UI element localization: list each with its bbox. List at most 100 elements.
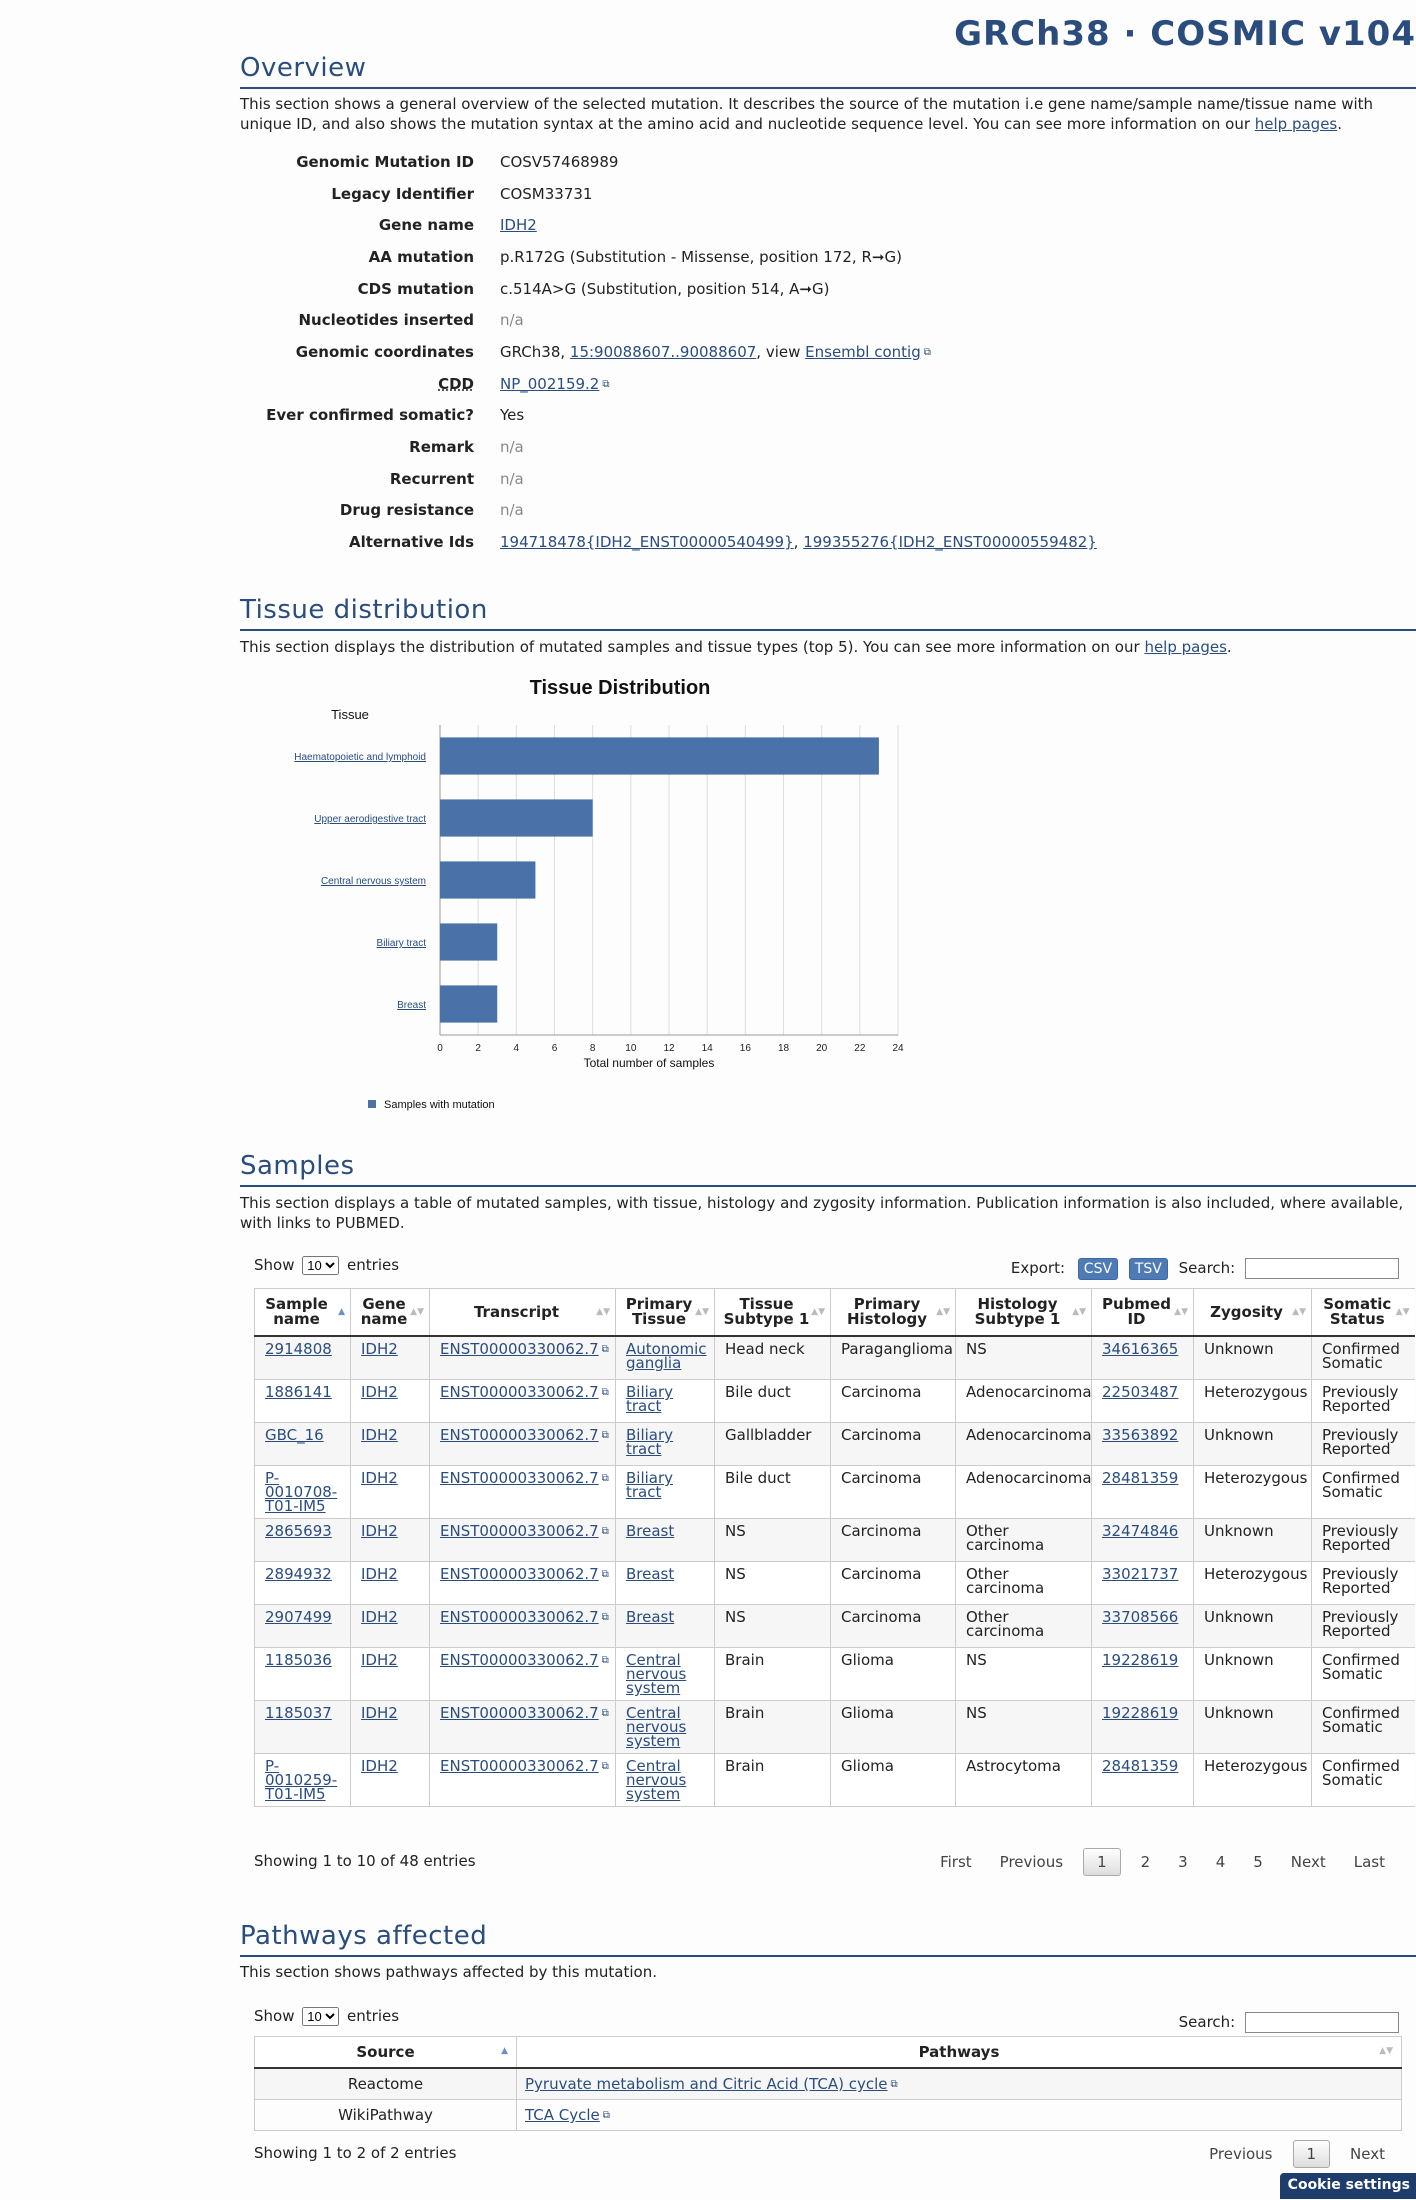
column-header-pubmed-id[interactable]: Pubmed ID ▲▼	[1091, 1288, 1194, 1337]
tissue-link[interactable]: Central nervous system	[626, 1757, 687, 1803]
sample-link[interactable]: 1886141	[265, 1383, 332, 1401]
column-header-transcript[interactable]: Transcript ▲▼	[429, 1288, 616, 1337]
chart-bar	[440, 737, 879, 775]
tissue-link[interactable]: Biliary tract	[626, 1383, 674, 1415]
pager-first[interactable]: First	[940, 1853, 972, 1871]
transcript-link[interactable]: ENST00000330062.7	[440, 1426, 599, 1444]
gene-link[interactable]: IDH2	[361, 1383, 398, 1401]
tissue-link[interactable]: Biliary tract	[626, 1426, 674, 1458]
pubmed-link[interactable]: 32474846	[1102, 1522, 1179, 1540]
pubmed-link[interactable]: 22503487	[1102, 1383, 1179, 1401]
transcript-link[interactable]: ENST00000330062.7	[440, 1383, 599, 1401]
pager-previous[interactable]: Previous	[999, 1853, 1064, 1871]
sample-link[interactable]: 2894932	[265, 1565, 332, 1583]
pubmed-link[interactable]: 28481359	[1102, 1469, 1179, 1487]
pubmed-link[interactable]: 34616365	[1102, 1340, 1179, 1358]
gene-link[interactable]: IDH2	[361, 1522, 398, 1540]
transcript-link[interactable]: ENST00000330062.7	[440, 1757, 599, 1775]
tissue-link[interactable]: Breast	[626, 1565, 675, 1583]
column-header-somatic-status[interactable]: Somatic Status ▲▼	[1311, 1288, 1415, 1337]
tissue-link[interactable]: Biliary tract	[626, 1469, 674, 1501]
gene-link[interactable]: IDH2	[361, 1704, 398, 1722]
gene-name-link[interactable]: IDH2	[500, 216, 537, 235]
gene-link[interactable]: IDH2	[361, 1565, 398, 1583]
gene-link[interactable]: IDH2	[361, 1757, 398, 1775]
tissue-link[interactable]: Breast	[626, 1608, 675, 1626]
transcript-link[interactable]: ENST00000330062.7	[440, 1340, 599, 1358]
column-header-gene-name[interactable]: Gene name ▲▼	[350, 1288, 430, 1337]
tissue-link[interactable]: Breast	[626, 1522, 675, 1540]
export-tsv-button[interactable]: TSV	[1128, 1258, 1168, 1280]
y-tick-label[interactable]: Central nervous system	[321, 876, 426, 887]
column-header-tissue-subtype-1[interactable]: Tissue Subtype 1 ▲▼	[714, 1288, 831, 1337]
sample-link[interactable]: 2907499	[265, 1608, 332, 1626]
pubmed-link[interactable]: 19228619	[1102, 1704, 1179, 1722]
pager-next[interactable]: Next	[1290, 1853, 1326, 1871]
tissue-link[interactable]: Autonomic ganglia	[626, 1340, 707, 1372]
pathway-link[interactable]: Pyruvate metabolism and Citric Acid (TCA…	[525, 2075, 888, 2093]
cookie-settings-button[interactable]: Cookie settings	[1279, 2173, 1416, 2199]
tissue-help-link[interactable]: help pages	[1144, 638, 1227, 656]
export-csv-button[interactable]: CSV	[1077, 1258, 1119, 1280]
pubmed-link[interactable]: 33708566	[1102, 1608, 1179, 1626]
pathway-link[interactable]: TCA Cycle	[525, 2106, 600, 2124]
sample-link[interactable]: 2865693	[265, 1522, 332, 1540]
transcript-link[interactable]: ENST00000330062.7	[440, 1704, 599, 1722]
column-header-primary-tissue[interactable]: Primary Tissue ▲▼	[615, 1288, 715, 1337]
alternative-id-link[interactable]: 194718478{IDH2_ENST00000540499}	[500, 533, 794, 552]
column-header-source[interactable]: Source ▲	[254, 2036, 517, 2069]
y-tick-label[interactable]: Breast	[397, 1000, 426, 1011]
transcript-link[interactable]: ENST00000330062.7	[440, 1565, 599, 1583]
external-link-icon: ⧉	[601, 1612, 609, 1623]
gene-link[interactable]: IDH2	[361, 1426, 398, 1444]
sample-link[interactable]: 1185037	[265, 1704, 332, 1722]
pubmed-link[interactable]: 33021737	[1102, 1565, 1179, 1583]
overview-help-link[interactable]: help pages	[1254, 115, 1338, 133]
sample-link[interactable]: P-0010259-T01-IM5	[265, 1757, 338, 1803]
y-tick-label[interactable]: Upper aerodigestive tract	[314, 814, 426, 825]
tissue-link[interactable]: Central nervous system	[626, 1651, 687, 1697]
pathway-source: Reactome	[254, 2067, 517, 2100]
cdd-link[interactable]: NP_002159.2	[500, 374, 600, 393]
pager-last[interactable]: Last	[1353, 1853, 1385, 1871]
pager-page[interactable]: 3	[1178, 1853, 1188, 1871]
pager-page[interactable]: 5	[1253, 1853, 1263, 1871]
pager-page[interactable]: 4	[1215, 1853, 1226, 1871]
pathways-length-select[interactable]: 10	[302, 2007, 340, 2026]
pathways-search-input[interactable]	[1245, 2012, 1399, 2033]
gene-link[interactable]: IDH2	[361, 1608, 398, 1626]
pager-page[interactable]: 1	[1083, 1848, 1121, 1876]
ensembl-contig-link[interactable]: Ensembl contig	[805, 342, 921, 361]
gene-link[interactable]: IDH2	[361, 1340, 398, 1358]
column-header-pathways[interactable]: Pathways ▲▼	[516, 2036, 1402, 2069]
pubmed-link[interactable]: 19228619	[1102, 1651, 1179, 1669]
gene-link[interactable]: IDH2	[361, 1469, 398, 1487]
pager-page[interactable]: 1	[1292, 2140, 1331, 2168]
transcript-link[interactable]: ENST00000330062.7	[440, 1522, 599, 1540]
pager-page[interactable]: 2	[1140, 1853, 1151, 1871]
transcript-link[interactable]: ENST00000330062.7	[440, 1651, 599, 1669]
tissue-link[interactable]: Central nervous system	[626, 1704, 687, 1750]
column-header-zygosity[interactable]: Zygosity ▲▼	[1193, 1288, 1312, 1337]
y-tick-label[interactable]: Biliary tract	[377, 938, 427, 949]
pubmed-link[interactable]: 33563892	[1102, 1426, 1179, 1444]
sample-link[interactable]: 2914808	[265, 1340, 332, 1358]
pubmed-link[interactable]: 28481359	[1102, 1757, 1179, 1775]
sample-link[interactable]: P-0010708-T01-IM5	[265, 1469, 338, 1515]
column-header-primary-histology[interactable]: Primary Histology ▲▼	[830, 1288, 956, 1337]
coordinates-link[interactable]: 15:90088607..90088607	[569, 342, 757, 361]
sample-link[interactable]: 1185036	[265, 1651, 332, 1669]
transcript-link[interactable]: ENST00000330062.7	[440, 1469, 599, 1487]
overview-row-coordinates: Genomic coordinates GRCh38, 15:90088607.…	[295, 342, 931, 361]
samples-search-input[interactable]	[1245, 1258, 1399, 1279]
sample-link[interactable]: GBC_16	[265, 1426, 324, 1444]
column-header-histology-subtype-1[interactable]: Histology Subtype 1 ▲▼	[955, 1288, 1092, 1337]
column-header-sample-name[interactable]: Sample name ▲	[254, 1288, 351, 1337]
transcript-link[interactable]: ENST00000330062.7	[440, 1608, 599, 1626]
pager-next[interactable]: Next	[1350, 2145, 1385, 2163]
alternative-id-link[interactable]: 199355276{IDH2_ENST00000559482}	[803, 533, 1097, 552]
gene-link[interactable]: IDH2	[361, 1651, 398, 1669]
y-tick-label[interactable]: Haematopoietic and lymphoid	[294, 752, 426, 763]
samples-length-select[interactable]: 10	[302, 1256, 340, 1275]
pager-previous[interactable]: Previous	[1209, 2145, 1273, 2163]
